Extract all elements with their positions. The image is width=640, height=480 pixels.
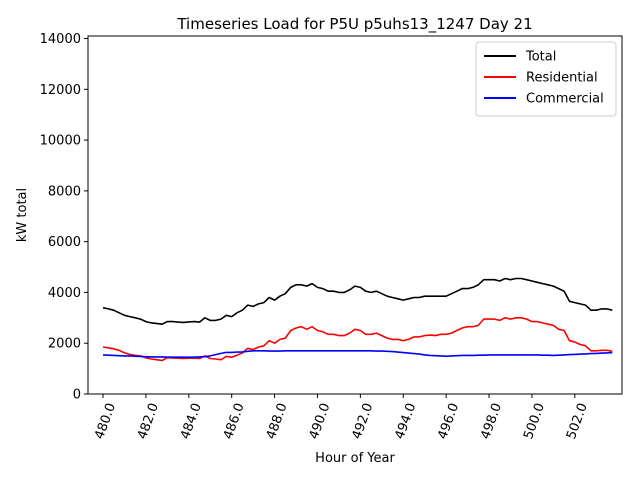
legend-label-total: Total [525,50,556,65]
y-tick-label: 4000 [48,286,81,301]
x-axis-title: Hour of Year [315,451,395,466]
y-tick-label: 6000 [48,235,81,250]
series-layer [102,277,613,362]
chart-title: Timeseries Load for P5U p5uhs13_1247 Day… [176,15,532,34]
legend-label-commercial: Commercial [526,92,604,107]
series-line-total [102,277,613,326]
legend: Total Residential Commercial [475,41,617,117]
y-axis: 0 2000 4000 6000 8000 10000 12000 14000 [40,32,88,403]
y-tick-label: 10000 [40,134,81,149]
y-tick-label: 12000 [40,83,81,98]
series-line-residential [102,316,613,362]
series-line-commercial [102,349,613,359]
y-tick-label: 2000 [48,337,81,352]
y-axis-title: kW total [15,188,30,242]
plot-frame [87,35,623,395]
y-tick-label: 14000 [40,32,81,47]
y-tick-label: 0 [73,388,81,403]
y-tick-label: 8000 [48,184,81,199]
legend-label-residential: Residential [526,71,598,86]
